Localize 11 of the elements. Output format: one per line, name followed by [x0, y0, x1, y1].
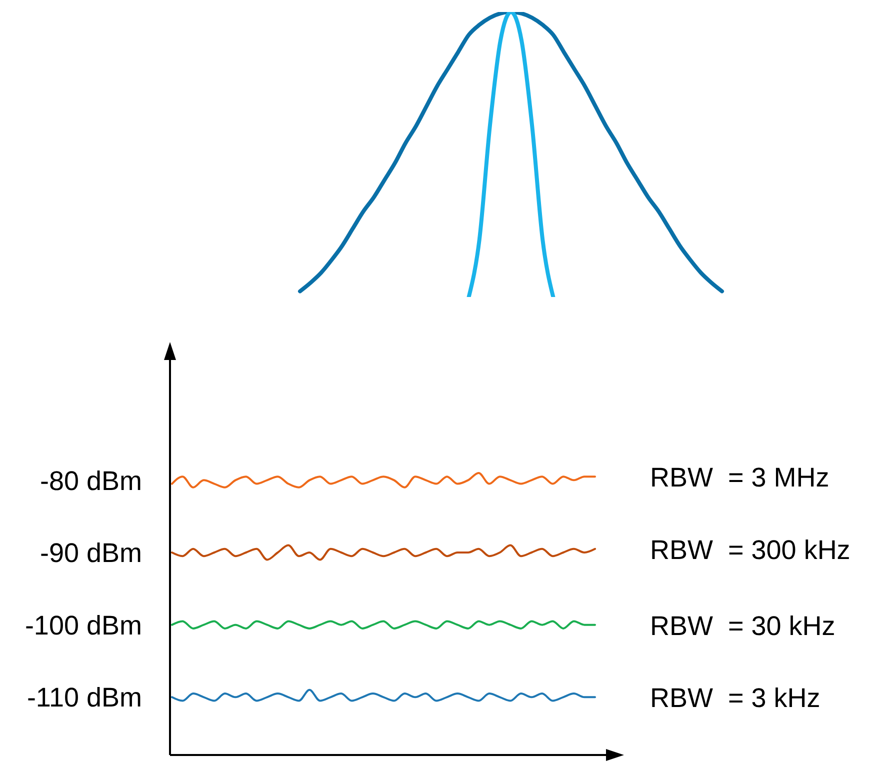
line-series [171, 544, 596, 561]
y-tick-label: -80 dBm [40, 466, 142, 496]
line-series [171, 688, 596, 702]
text: RBW = 3 kHz [650, 683, 820, 714]
y-tick-label: -100 dBm [24, 610, 142, 640]
y-tick-label: -90 dBm [40, 538, 142, 568]
line-series [171, 472, 596, 488]
text: RBW = 3 MHz [650, 462, 830, 493]
y-tick-label: -110 dBm [26, 682, 142, 713]
text: RBW = 300 kHz [650, 534, 850, 565]
text: RBW = 30 kHz [650, 610, 836, 641]
